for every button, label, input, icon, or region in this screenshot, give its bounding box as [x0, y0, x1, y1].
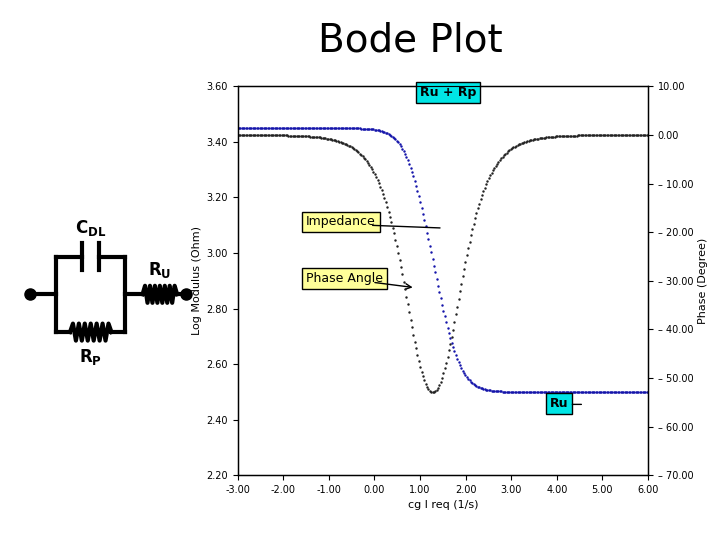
- Text: Phase Angle: Phase Angle: [306, 272, 383, 285]
- Y-axis label: Phase (Degree): Phase (Degree): [698, 238, 708, 324]
- Text: Ru: Ru: [550, 397, 569, 410]
- Text: $\mathbf{C_{DL}}$: $\mathbf{C_{DL}}$: [75, 218, 107, 238]
- Text: Ru + Rp: Ru + Rp: [420, 86, 477, 99]
- Text: $\mathbf{R_U}$: $\mathbf{R_U}$: [148, 260, 171, 280]
- Text: Bode Plot: Bode Plot: [318, 22, 503, 59]
- Text: Impedance: Impedance: [306, 215, 376, 228]
- Text: $\mathbf{R_P}$: $\mathbf{R_P}$: [79, 347, 102, 367]
- Y-axis label: Log Modulus (Ohm): Log Modulus (Ohm): [192, 226, 202, 335]
- X-axis label: cg l req (1/s): cg l req (1/s): [408, 501, 478, 510]
